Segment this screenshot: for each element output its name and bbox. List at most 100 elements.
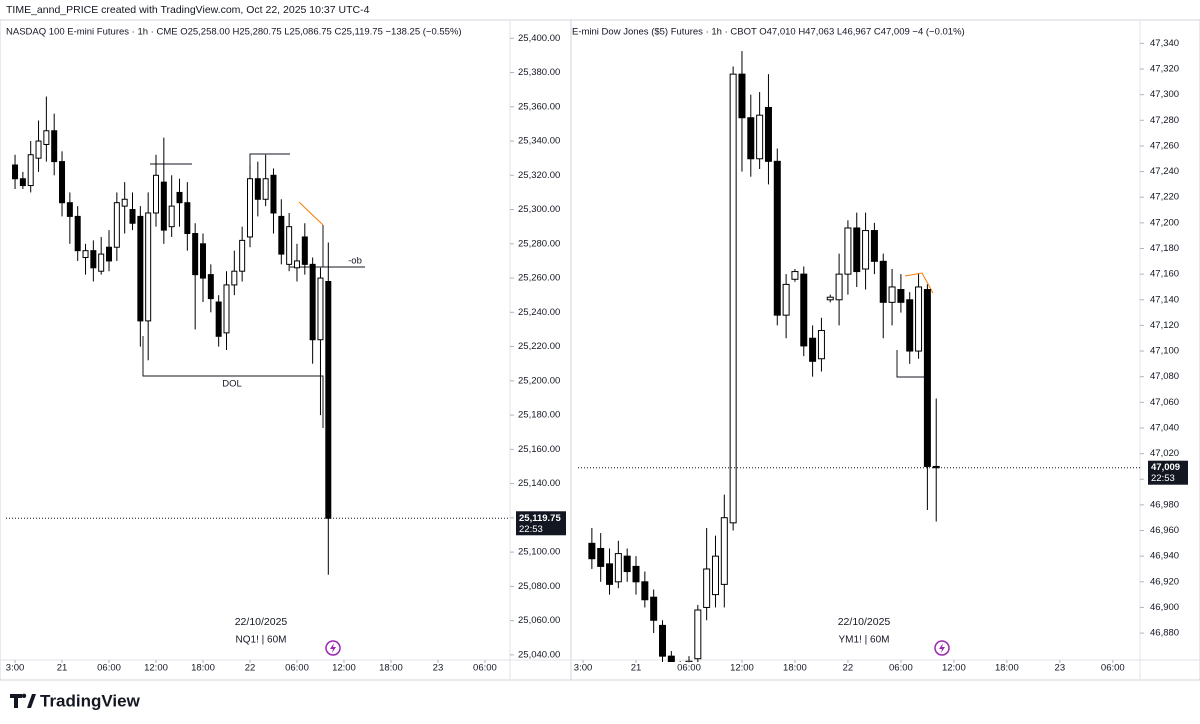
y-tick-label: 47,140	[1150, 294, 1179, 305]
candle-body	[703, 568, 711, 608]
candle-body	[923, 289, 931, 467]
candle-body	[59, 161, 66, 204]
y-tick-label: 47,220	[1150, 192, 1179, 203]
candle-body	[215, 301, 222, 337]
dol-line	[142, 336, 324, 428]
x-tick-label: 3:00	[6, 663, 25, 674]
candle-body	[293, 260, 300, 269]
y-tick-label: 25,100.00	[518, 547, 560, 558]
candle-body	[207, 274, 214, 300]
candle-body	[667, 655, 675, 662]
y-tick-label: 47,020	[1150, 448, 1179, 459]
countdown-label: 22:53	[519, 524, 543, 535]
candle-body	[650, 596, 658, 621]
x-tick-label: 06:00	[677, 663, 701, 674]
x-tick-label: 12:00	[730, 663, 754, 674]
x-tick-label: 06:00	[285, 663, 309, 674]
alert-bolt	[330, 643, 336, 653]
candle-body	[153, 174, 160, 214]
candle-body	[720, 517, 728, 585]
y-tick-label: 25,220.00	[518, 341, 560, 352]
y-tick-label: 25,300.00	[518, 204, 560, 215]
x-tick-label: 12:00	[332, 663, 356, 674]
x-tick-label: 21	[631, 663, 642, 674]
y-tick-label: 46,980	[1150, 499, 1179, 510]
last-price-label: 47,009	[1151, 462, 1180, 473]
candle-body	[51, 130, 58, 163]
candle-body	[623, 555, 631, 573]
y-tick-label: 47,340	[1150, 38, 1179, 49]
candle-body	[325, 280, 332, 519]
candle-body	[278, 215, 285, 255]
candle-body	[632, 565, 640, 583]
y-tick-label: 25,200.00	[518, 375, 560, 386]
candle-body	[19, 178, 26, 187]
alert-bolt	[939, 643, 945, 653]
frame	[0, 19, 1200, 681]
y-tick-label: 25,140.00	[518, 478, 560, 489]
candle-body	[835, 273, 843, 301]
x-tick-label: 06:00	[97, 663, 121, 674]
y-tick-label: 25,400.00	[518, 33, 560, 44]
y-tick-label: 47,280	[1150, 115, 1179, 126]
symbol-label: NQ1! | 60M	[236, 635, 287, 646]
y-tick-label: 47,300	[1150, 89, 1179, 100]
x-tick-label: 18:00	[379, 663, 403, 674]
last-price-label: 25,119.75	[519, 513, 561, 524]
x-tick-label: 21	[57, 663, 68, 674]
alert-icon	[325, 640, 341, 656]
last-price-box	[1148, 460, 1188, 485]
candle-body	[262, 178, 269, 200]
chart-legend: NASDAQ 100 E-mini Futures · 1h · CME O25…	[6, 27, 462, 38]
y-tick-label: 47,320	[1150, 64, 1179, 75]
candle-body	[43, 130, 50, 145]
y-tick-label: 25,060.00	[518, 615, 560, 626]
candle-body	[137, 215, 144, 322]
footer-brand: TradingView	[40, 691, 141, 710]
candle-body	[121, 198, 128, 207]
y-tick-label: 46,920	[1150, 576, 1179, 587]
x-tick-label: 18:00	[995, 663, 1019, 674]
candle-body	[932, 465, 940, 469]
candle-body	[597, 547, 605, 567]
y-tick-label: 25,160.00	[518, 444, 560, 455]
candle-body	[98, 253, 105, 272]
candle-body	[862, 230, 870, 270]
y-tick-label: 47,160	[1150, 269, 1179, 280]
alert-icon	[934, 640, 950, 656]
candle-body	[791, 271, 799, 280]
orange-line	[904, 272, 934, 294]
candle-body	[606, 563, 614, 585]
countdown-label: 22:53	[1151, 473, 1175, 484]
x-tick-label: 06:00	[889, 663, 913, 674]
candle-body	[286, 226, 293, 265]
candle-body	[270, 174, 277, 214]
candle-body	[192, 233, 199, 276]
y-tick-label: 25,320.00	[518, 170, 560, 181]
drawings	[142, 153, 930, 428]
candle-body	[773, 160, 781, 316]
candle-body	[27, 154, 34, 187]
candle-body	[641, 581, 649, 601]
candle-body	[888, 286, 896, 303]
date-label: 22/10/2025	[838, 616, 891, 628]
candle-body	[246, 178, 253, 238]
candle-body	[747, 117, 755, 160]
candle-body	[309, 263, 316, 341]
candle-body	[160, 181, 167, 231]
candle-body	[301, 236, 308, 265]
candle-body	[66, 202, 73, 217]
candle-body	[906, 299, 914, 352]
x-tick-label: 22	[843, 663, 854, 674]
y-tick-label: 47,080	[1150, 371, 1179, 382]
candle-body	[844, 227, 852, 275]
candle-body	[199, 243, 206, 279]
candle-body	[82, 250, 89, 259]
candle-body	[12, 164, 19, 180]
header: TIME_annd_PRICE created with TradingView…	[6, 4, 370, 16]
y-tick-label: 25,360.00	[518, 101, 560, 112]
candle-body	[738, 73, 746, 119]
y-tick-label: 46,880	[1150, 628, 1179, 639]
